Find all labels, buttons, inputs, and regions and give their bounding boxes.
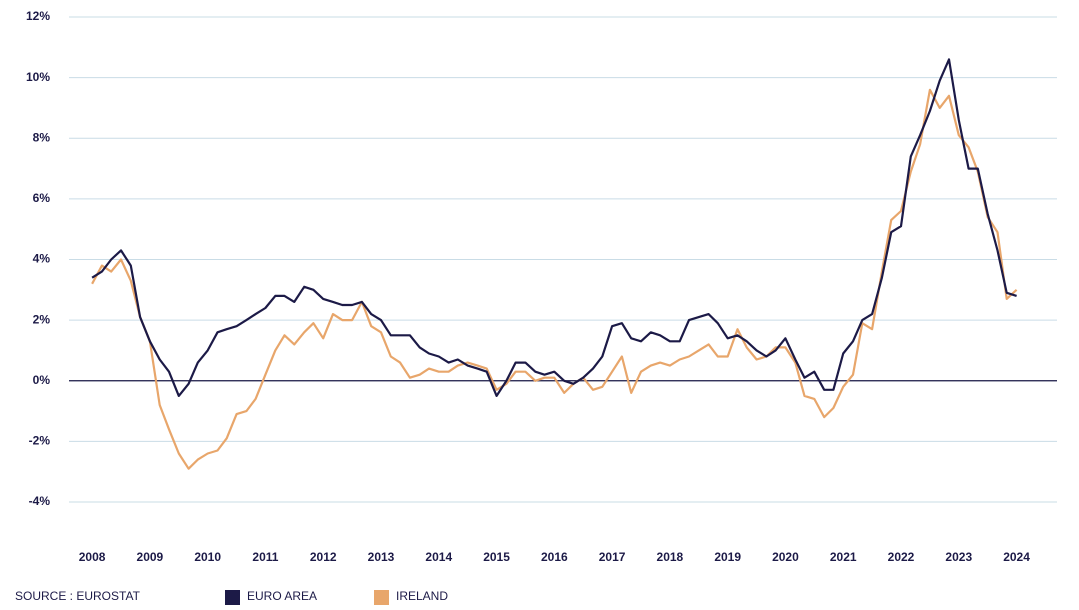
series-line: [91, 88, 1018, 470]
y-tick-label: 2%: [33, 312, 51, 326]
x-tick-label: 2015: [483, 550, 510, 564]
x-tick-label: 2017: [599, 550, 626, 564]
x-tick-label: 2020: [772, 550, 799, 564]
x-tick-label: 2019: [714, 550, 741, 564]
y-tick-label: 12%: [26, 9, 50, 23]
y-tick-label: 10%: [26, 70, 50, 84]
x-tick-label: 2023: [945, 550, 972, 564]
x-tick-label: 2022: [888, 550, 915, 564]
legend-label: EURO AREA: [247, 589, 317, 603]
series-line: [91, 58, 1017, 397]
x-tick-label: 2009: [137, 550, 164, 564]
x-tick-label: 2018: [657, 550, 684, 564]
y-tick-label: -4%: [29, 494, 51, 508]
x-tick-label: 2010: [194, 550, 221, 564]
y-tick-label: -2%: [29, 434, 51, 448]
x-tick-label: 2012: [310, 550, 337, 564]
x-tick-label: 2024: [1003, 550, 1030, 564]
x-tick-label: 2008: [79, 550, 106, 564]
y-tick-label: 8%: [33, 130, 51, 144]
y-tick-label: 0%: [33, 373, 51, 387]
legend-swatch: [225, 590, 240, 605]
x-tick-label: 2011: [252, 550, 278, 564]
source-note: SOURCE : EUROSTAT: [15, 589, 141, 603]
y-tick-label: 4%: [33, 252, 51, 266]
x-tick-label: 2016: [541, 550, 568, 564]
x-tick-label: 2014: [425, 550, 452, 564]
y-tick-label: 6%: [33, 191, 51, 205]
x-tick-label: 2021: [830, 550, 857, 564]
legend-swatch: [374, 590, 389, 605]
legend-label: IRELAND: [396, 589, 448, 603]
x-tick-label: 2013: [368, 550, 395, 564]
